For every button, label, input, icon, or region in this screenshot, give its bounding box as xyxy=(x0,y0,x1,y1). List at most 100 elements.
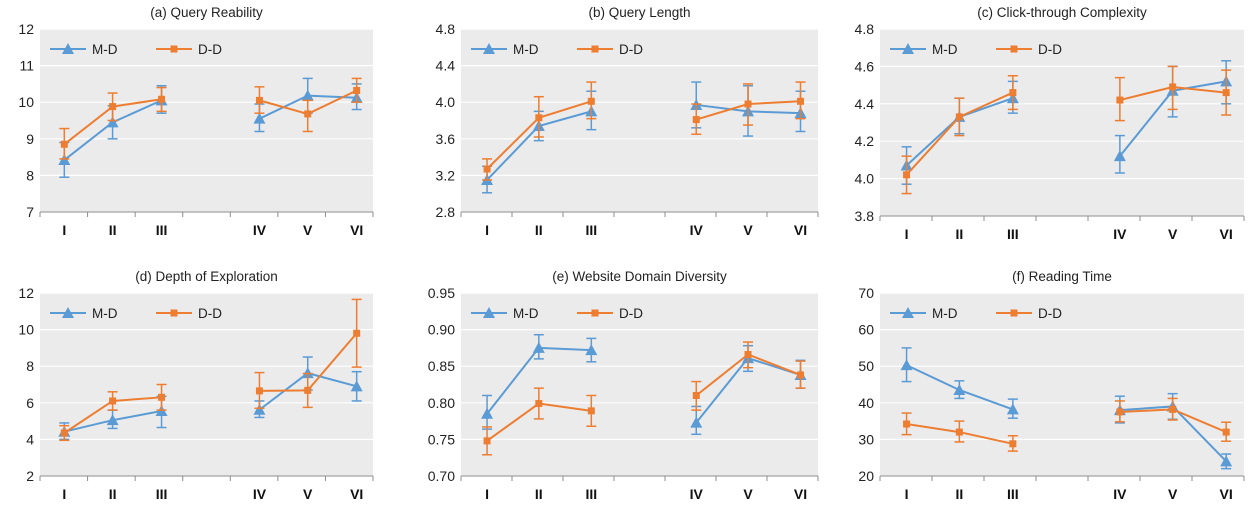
legend-marker xyxy=(483,307,495,318)
series-d-d xyxy=(482,341,806,456)
y-tick-label: 4 xyxy=(26,431,34,447)
legend-item: D-D xyxy=(577,306,643,321)
data-point xyxy=(1009,89,1017,97)
legend-item: M-D xyxy=(50,42,118,57)
x-tick-label: VI xyxy=(794,222,807,238)
chart-panel: 2.83.23.64.04.44.8I II III IV V VI(b) Query L… xyxy=(436,5,819,238)
y-tick-label: 60 xyxy=(858,322,874,338)
data-point xyxy=(903,171,911,179)
legend-label: D-D xyxy=(619,42,643,57)
x-tick-label: V xyxy=(1168,486,1178,502)
data-point xyxy=(744,350,752,358)
data-point xyxy=(1222,428,1230,436)
data-point xyxy=(1169,405,1177,413)
data-point xyxy=(109,103,117,111)
plot-area xyxy=(461,293,818,476)
x-tick-label: IV xyxy=(253,486,267,502)
x-tick-label: IV xyxy=(253,222,267,238)
chart-title: (e) Website Domain Diversity xyxy=(552,269,727,284)
legend-marker xyxy=(62,307,74,318)
legend-label: D-D xyxy=(1038,42,1062,57)
data-point xyxy=(301,367,314,379)
x-tick-label: V xyxy=(303,222,313,238)
data-point xyxy=(158,393,166,401)
y-tick-label: 11 xyxy=(19,58,34,74)
data-point xyxy=(304,386,312,394)
chart-title: (c) Click-through Complexity xyxy=(977,5,1147,20)
data-point xyxy=(255,96,263,104)
data-point xyxy=(744,100,752,108)
x-tick-label: III xyxy=(1007,486,1019,502)
x-tick-label: V xyxy=(303,486,313,502)
data-point xyxy=(692,116,700,124)
y-tick-label: 10 xyxy=(18,322,34,338)
data-point xyxy=(483,437,491,445)
x-tick-label: II xyxy=(535,486,543,502)
x-tick-label: V xyxy=(1168,226,1178,242)
legend-marker xyxy=(591,45,599,53)
data-point xyxy=(1222,89,1230,97)
y-tick-label: 70 xyxy=(858,285,874,301)
series-d-d xyxy=(482,81,806,181)
series-d-d xyxy=(59,298,362,442)
x-tick-label: I xyxy=(62,222,66,238)
data-point xyxy=(106,116,119,128)
legend-label: M-D xyxy=(932,306,958,321)
y-tick-label: 12 xyxy=(18,285,34,301)
legend-label: M-D xyxy=(92,306,118,321)
x-tick-label: VI xyxy=(1220,226,1233,242)
y-tick-label: 0.95 xyxy=(428,285,455,301)
data-point xyxy=(253,403,266,415)
data-point xyxy=(301,89,314,101)
legend-label: D-D xyxy=(198,306,222,321)
x-tick-label: II xyxy=(109,222,117,238)
x-tick-label: III xyxy=(585,486,597,502)
data-point xyxy=(253,112,266,124)
y-tick-label: 0.80 xyxy=(428,395,455,411)
legend-label: M-D xyxy=(513,42,539,57)
x-tick-label: II xyxy=(955,226,963,242)
data-point xyxy=(109,397,117,405)
y-tick-label: 50 xyxy=(858,358,874,374)
data-point xyxy=(692,391,700,399)
y-tick-label: 8 xyxy=(26,358,34,374)
data-point xyxy=(587,97,595,105)
x-tick-label: VI xyxy=(794,486,807,502)
y-tick-label: 8 xyxy=(26,167,34,183)
legend-item: M-D xyxy=(890,306,958,321)
x-tick-label: IV xyxy=(1113,226,1127,242)
x-tick-label: VI xyxy=(1220,486,1233,502)
x-tick-label: II xyxy=(109,486,117,502)
y-tick-label: 4.8 xyxy=(855,21,875,37)
y-tick-label: 9 xyxy=(26,131,34,147)
legend-marker xyxy=(483,43,495,54)
legend-item: M-D xyxy=(50,306,118,321)
series-d-d xyxy=(901,397,1232,452)
data-point xyxy=(304,110,312,118)
x-tick-label: III xyxy=(585,222,597,238)
data-point xyxy=(532,341,545,353)
y-tick-label: 6 xyxy=(26,395,34,411)
x-tick-label: I xyxy=(905,486,909,502)
x-tick-label: I xyxy=(905,226,909,242)
data-point xyxy=(587,407,595,415)
data-point xyxy=(953,383,966,395)
legend-label: M-D xyxy=(92,42,118,57)
x-tick-label: III xyxy=(1007,226,1019,242)
data-point xyxy=(1169,83,1177,91)
data-point xyxy=(60,140,68,148)
data-point xyxy=(353,86,361,94)
data-point xyxy=(158,95,166,103)
legend-item: M-D xyxy=(471,306,539,321)
legend-marker xyxy=(591,309,599,317)
data-point xyxy=(955,113,963,121)
series-d-d xyxy=(901,65,1232,195)
data-point xyxy=(955,428,963,436)
x-tick-label: I xyxy=(62,486,66,502)
x-tick-label: VI xyxy=(350,486,363,502)
x-tick-label: III xyxy=(156,486,168,502)
x-tick-label: IV xyxy=(1113,486,1127,502)
data-point xyxy=(535,400,543,408)
